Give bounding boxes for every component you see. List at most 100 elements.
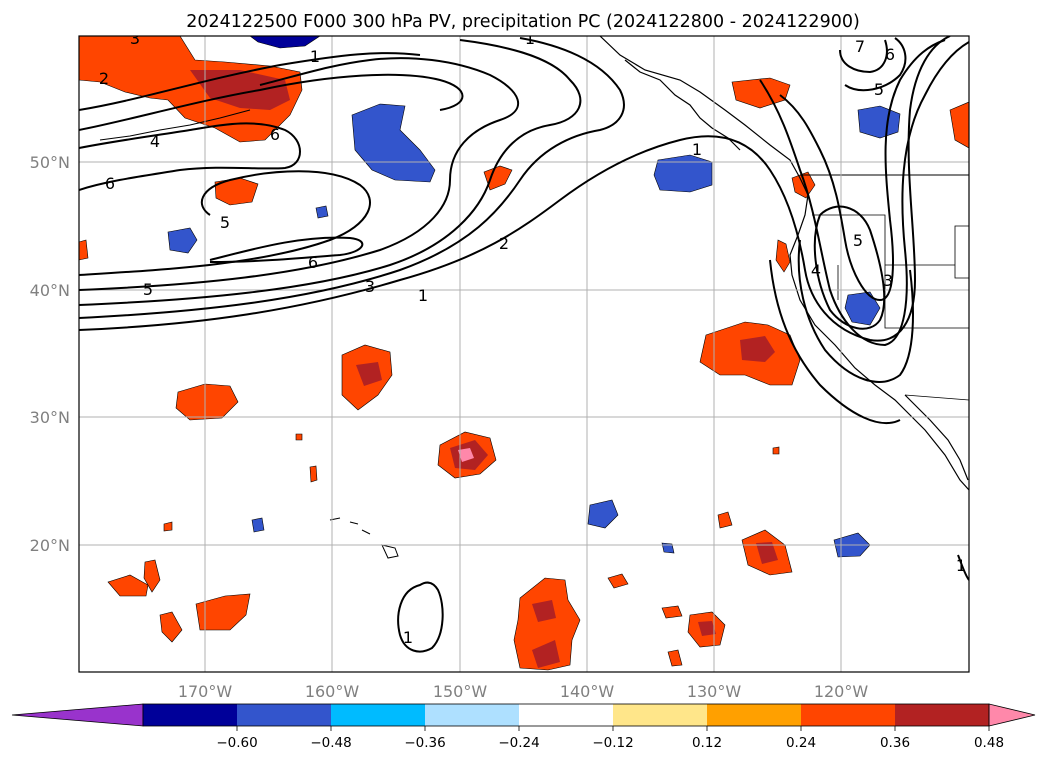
- coastline-layer: [99, 36, 969, 559]
- colorbar-segment: [331, 704, 426, 726]
- positive-anomaly-region: [483, 165, 513, 191]
- colorbar-tick-label: −0.48: [310, 735, 351, 751]
- colorbar-segment: [143, 704, 238, 726]
- strong-positive-anomaly-region: [740, 336, 775, 362]
- pv-contour: [79, 170, 371, 276]
- strong-positive-anomaly-region: [698, 621, 716, 636]
- colorbar-tick-label: −0.24: [498, 735, 539, 751]
- colorbar-segment: [707, 704, 802, 726]
- positive-anomaly-region: [309, 465, 318, 483]
- positive-anomaly-region: [79, 36, 303, 143]
- negative-anomaly-region: [587, 499, 619, 529]
- negative-anomaly-region: [315, 205, 329, 219]
- colorbar-segment: [237, 704, 332, 726]
- contour-labels: 3 2 1 4 6 5 6 5 6 3 1 2 1 7 6 5 4 5 3 1: [99, 29, 966, 647]
- pv-contour-layer: [79, 36, 969, 653]
- contour-label: 1: [525, 29, 535, 48]
- lat-label-40n: 40°N: [30, 281, 70, 300]
- pv-contour: [79, 39, 582, 306]
- baja-coastline: [904, 394, 969, 481]
- positive-anomaly-region: [295, 433, 303, 441]
- contour-label: 7: [855, 37, 865, 56]
- contour-label: 2: [499, 234, 509, 253]
- pv-contour: [79, 122, 301, 191]
- hawaii-islands: [329, 517, 399, 559]
- contour-label: 5: [143, 280, 153, 299]
- latitude-labels: 50°N 40°N 30°N 20°N: [30, 153, 70, 555]
- positive-anomaly-region: [775, 239, 791, 273]
- positive-anomaly-region: [143, 559, 161, 593]
- pv-contour: [779, 39, 946, 302]
- positive-anomaly-region: [772, 446, 780, 455]
- lon-label-160w: 160°W: [305, 682, 360, 701]
- positive-anomaly-region: [195, 593, 251, 631]
- pv-contour: [209, 236, 364, 263]
- lon-label-130w: 130°W: [687, 682, 742, 701]
- aleutian-islands: [99, 109, 251, 141]
- strong-positive-anomaly-region: [356, 362, 382, 386]
- pv-contour: [79, 36, 951, 342]
- colorbar-tick-label: −0.36: [404, 735, 445, 751]
- negative-anomaly-region: [844, 291, 881, 326]
- negative-anomaly-region: [167, 227, 198, 254]
- lon-label-170w: 170°W: [178, 682, 233, 701]
- pv-contour: [79, 52, 421, 111]
- negative-anomaly-region: [653, 154, 713, 193]
- contour-label: 6: [885, 45, 895, 64]
- lon-label-120w: 120°W: [814, 682, 869, 701]
- positive-anomaly-region: [607, 573, 629, 589]
- map-area: 3 2 1 4 6 5 6 5 6 3 1 2 1 7 6 5 4 5 3 1: [78, 29, 970, 673]
- pv-contour: [397, 581, 444, 653]
- contour-label: 1: [310, 47, 320, 66]
- colorbar-tick-label: 0.12: [692, 735, 722, 751]
- contour-label: 1: [692, 140, 702, 159]
- colorbar-tick-label: 0.48: [974, 735, 1004, 751]
- contour-label: 2: [99, 69, 109, 88]
- contour-label: 6: [105, 174, 115, 193]
- positive-anomaly-region: [661, 605, 683, 619]
- gridlines: [79, 36, 969, 672]
- contour-label: 3: [130, 29, 140, 48]
- strong-positive-anomaly-region: [532, 640, 560, 668]
- lon-label-140w: 140°W: [560, 682, 615, 701]
- pv-contour: [769, 259, 901, 425]
- contour-label: 3: [365, 277, 375, 296]
- map-title: 2024122500 F000 300 hPa PV, precipitatio…: [186, 12, 860, 32]
- lat-label-50n: 50°N: [30, 153, 70, 172]
- colorbar-tick-label: 0.24: [786, 735, 816, 751]
- islands-coastline: [624, 59, 741, 151]
- colorbar-extend-max: [988, 703, 1036, 727]
- pv-contour: [813, 205, 886, 330]
- pv-contour: [957, 554, 969, 581]
- contour-label: 1: [403, 628, 413, 647]
- extreme-positive-anomaly-region: [458, 448, 474, 462]
- negative-anomaly-region: [251, 517, 265, 533]
- pv-contour: [839, 37, 907, 92]
- map-background: [79, 36, 969, 672]
- contour-label: 5: [874, 80, 884, 99]
- positive-anomaly-region: [163, 521, 173, 532]
- colorbar-frame: [142, 703, 990, 727]
- lat-label-20n: 20°N: [30, 536, 70, 555]
- contour-label: 6: [308, 253, 318, 272]
- colorbar-tick-label: −0.60: [216, 735, 257, 751]
- map-frame: [78, 35, 970, 673]
- colorbar-segment: [801, 704, 896, 726]
- pv-contour: [79, 37, 625, 319]
- lat-label-30n: 30°N: [30, 408, 70, 427]
- contour-label: 5: [853, 231, 863, 250]
- longitude-labels: 170°W 160°W 150°W 140°W 130°W 120°W: [178, 682, 869, 701]
- colorbar: −0.60 −0.48 −0.36 −0.24 −0.12 0.12 0.24 0.36 0.4…: [11, 703, 1036, 751]
- strong-positive-anomaly-region: [532, 600, 556, 622]
- positive-anomaly-region: [667, 649, 683, 667]
- positive-anomaly-region: [717, 511, 733, 529]
- strong-positive-anomaly-region: [756, 542, 778, 564]
- state-borders: [812, 214, 969, 401]
- colorbar-tick-label: −0.12: [592, 735, 633, 751]
- contour-label: 3: [883, 271, 893, 290]
- colorbar-segment: [425, 704, 520, 726]
- contour-label: 1: [418, 286, 428, 305]
- north-america-coastline: [599, 36, 969, 491]
- positive-anomaly-region: [513, 577, 581, 671]
